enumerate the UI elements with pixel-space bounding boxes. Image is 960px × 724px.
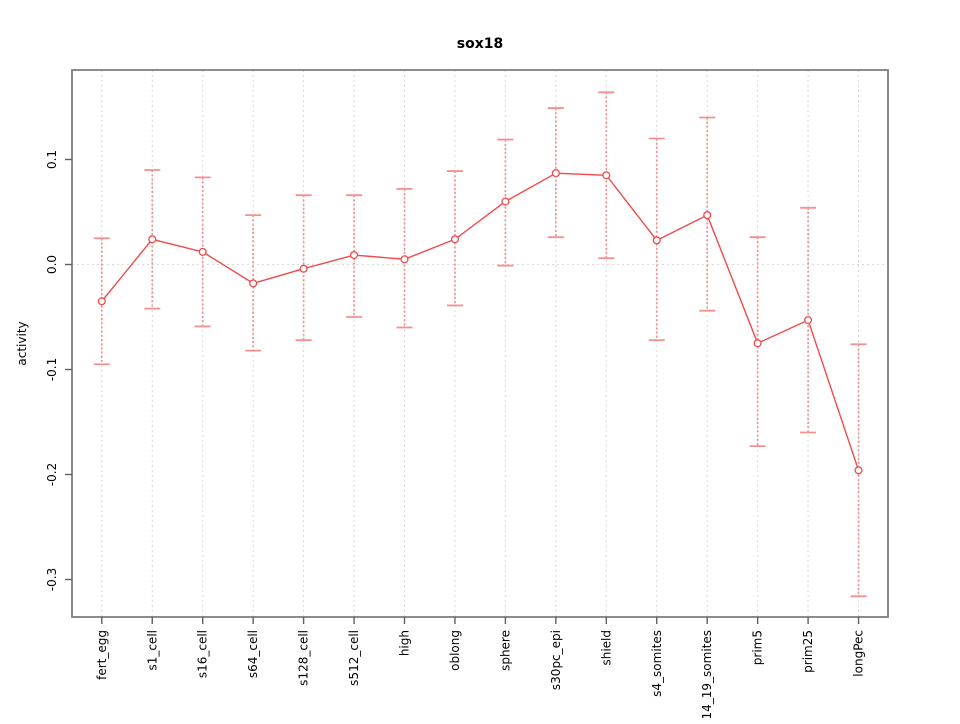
data-point-marker [703,211,712,220]
data-point-marker [854,466,863,475]
data-point-marker [652,236,661,245]
x-tick-label: prim5 [751,630,765,665]
data-point-marker [501,197,510,206]
y-axis-label: activity [15,321,29,365]
data-point-marker [804,316,813,325]
x-tick-label: s4_somites [650,630,664,697]
x-tick-label: high [398,630,412,656]
y-tick-label: 0.1 [45,150,59,169]
data-point-marker [97,297,106,306]
x-tick-label: s1_cell [145,630,159,671]
chart-title: sox18 [457,36,503,52]
series-line [101,172,860,471]
data-point-marker [148,235,157,244]
y-tick-label: -0.3 [45,568,59,591]
x-tick-label: longPec [852,630,866,677]
x-tick-label: sphere [498,630,512,671]
x-tick-label: prim25 [801,630,815,673]
data-point-marker [551,169,560,178]
x-tick-label: oblong [448,630,462,671]
data-point-marker [753,339,762,348]
data-point-marker [198,247,207,256]
x-tick-label: fert_egg [95,630,109,680]
data-point-marker [602,171,611,180]
x-tick-label: shield [599,630,613,666]
data-point-marker [349,251,359,260]
data-point-marker [450,235,460,244]
data-point-marker [400,255,409,264]
y-tick-label: 0.0 [45,255,59,274]
x-tick-label: s14_19_somites [700,630,714,720]
plot-area: 0.1 0.0 -0.1 -0.2 -0.3 fert_egg s1_cell s16_cel… [45,69,889,724]
x-tick-label: s512_cell [347,630,361,686]
plot-frame [71,69,889,618]
x-tick-label: s16_cell [196,630,210,678]
y-tick-label: -0.2 [45,463,59,486]
x-tick-label: s64_cell [246,630,260,678]
y-tick-label: -0.1 [45,358,59,381]
data-point-marker [249,279,258,288]
data-point-marker [299,264,308,273]
x-tick-label: s30pc_epi [549,630,563,690]
x-tick-label: s128_cell [297,630,311,686]
